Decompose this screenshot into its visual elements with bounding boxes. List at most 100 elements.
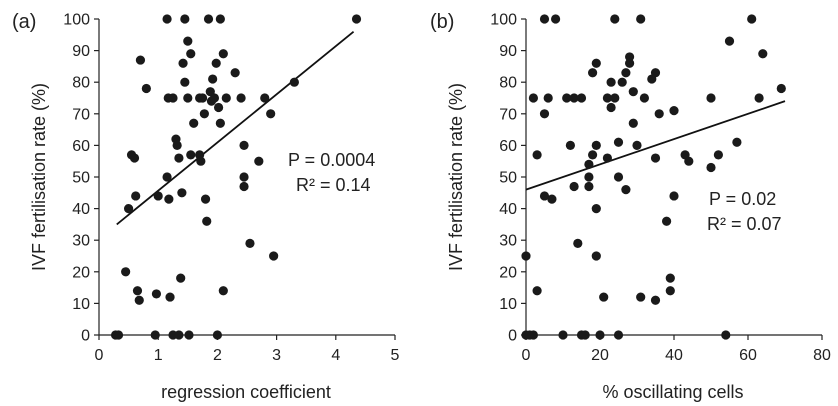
data-point-a — [180, 77, 190, 87]
data-point-b — [602, 153, 613, 163]
y-tick-label-a: 20 — [72, 264, 90, 281]
data-point-b — [606, 77, 616, 87]
data-point-b — [573, 238, 583, 248]
panel-a: (a) P = 0.0004 R² = 0.14 regression coef… — [12, 11, 400, 402]
data-point-a — [176, 273, 186, 283]
data-point-b — [588, 150, 598, 160]
data-point-b — [569, 93, 579, 103]
data-point-b — [576, 93, 587, 103]
data-point-b — [747, 14, 757, 24]
regression-line-a — [116, 30, 355, 226]
data-point-b — [584, 159, 594, 169]
x-tick-label-b: 40 — [665, 347, 683, 364]
data-point-b — [591, 251, 601, 261]
data-point-b — [650, 68, 661, 78]
data-point-b — [724, 36, 735, 46]
data-point-a — [209, 93, 220, 103]
data-point-a — [213, 102, 224, 113]
y-tick-label-b: 50 — [499, 170, 517, 187]
data-point-b — [665, 273, 675, 283]
data-point-a — [269, 251, 279, 261]
r-squared-a: R² = 0.14 — [296, 175, 371, 195]
data-point-b — [632, 140, 642, 150]
panel-b: (b) P = 0.02 R² = 0.07 % oscillating cel… — [430, 11, 831, 402]
y-tick-label-b: 60 — [499, 138, 517, 155]
data-point-a — [211, 58, 221, 68]
data-point-a — [203, 14, 214, 24]
x-tick-label-a: 3 — [272, 347, 281, 364]
y-tick-label-a: 80 — [72, 75, 90, 92]
data-point-b — [543, 93, 553, 103]
data-point-b — [606, 102, 616, 113]
data-point-b — [706, 162, 716, 173]
data-point-b — [613, 172, 624, 182]
y-tick-label-a: 0 — [81, 328, 90, 345]
data-point-b — [628, 118, 638, 128]
data-point-b — [628, 87, 638, 97]
y-axis-title-a: IVF fertilisation rate (%) — [29, 83, 49, 271]
data-point-a — [172, 140, 182, 150]
data-point-b — [591, 140, 601, 150]
data-point-a — [150, 330, 160, 340]
data-point-a — [218, 49, 228, 59]
data-point-b — [521, 251, 531, 261]
data-point-b — [776, 83, 786, 94]
data-point-a — [230, 68, 240, 78]
x-tick-label-a: 1 — [154, 347, 163, 364]
data-point-a — [180, 14, 190, 24]
data-point-b — [639, 93, 650, 103]
data-point-a — [196, 156, 206, 166]
data-point-b — [547, 194, 557, 204]
data-point-b — [539, 191, 550, 201]
data-point-b — [584, 172, 594, 182]
panel-label-b: (b) — [430, 11, 454, 33]
data-point-b — [584, 181, 594, 192]
data-point-a — [165, 292, 175, 302]
data-point-b — [662, 216, 672, 226]
data-point-b — [713, 150, 724, 160]
y-tick-label-b: 0 — [508, 328, 517, 345]
data-point-a — [168, 93, 178, 103]
y-tick-label-a: 60 — [72, 138, 90, 155]
data-point-a — [221, 93, 231, 103]
x-tick-label-a: 4 — [331, 347, 340, 364]
y-tick-label-b: 20 — [499, 264, 517, 281]
data-point-b — [669, 191, 679, 201]
y-tick-label-b: 30 — [499, 233, 517, 250]
data-point-a — [208, 74, 218, 84]
x-tick-label-a: 2 — [213, 347, 222, 364]
y-tick-label-a: 30 — [72, 233, 90, 250]
data-point-b — [539, 14, 550, 24]
y-tick-label-b: 10 — [499, 296, 517, 313]
data-point-b — [669, 106, 679, 116]
data-point-a — [183, 93, 193, 103]
y-tick-label-a: 40 — [72, 201, 90, 218]
data-point-a — [183, 36, 193, 46]
y-axis-title-b: IVF fertilisation rate (%) — [446, 83, 466, 271]
data-point-b — [650, 153, 661, 163]
data-point-a — [186, 150, 196, 160]
data-point-a — [189, 118, 199, 128]
y-tick-label-a: 100 — [63, 12, 90, 29]
x-tick-label-a: 0 — [95, 347, 104, 364]
data-point-b — [721, 330, 731, 340]
data-point-a — [129, 153, 140, 163]
data-point-b — [591, 204, 601, 214]
data-point-a — [254, 156, 264, 166]
data-point-b — [625, 58, 635, 68]
data-point-b — [528, 93, 539, 103]
data-point-a — [131, 191, 141, 201]
data-point-b — [558, 330, 568, 340]
data-point-a — [289, 77, 299, 87]
data-point-a — [239, 172, 249, 182]
data-point-b — [613, 137, 624, 147]
data-point-b — [654, 109, 664, 119]
data-point-b — [591, 58, 601, 68]
data-point-b — [613, 330, 624, 340]
y-tick-label-b: 80 — [499, 75, 517, 92]
y-tick-label-b: 70 — [499, 106, 517, 123]
data-point-a — [162, 172, 172, 182]
data-point-a — [184, 330, 194, 340]
data-point-b — [754, 93, 764, 103]
data-point-a — [266, 109, 276, 119]
